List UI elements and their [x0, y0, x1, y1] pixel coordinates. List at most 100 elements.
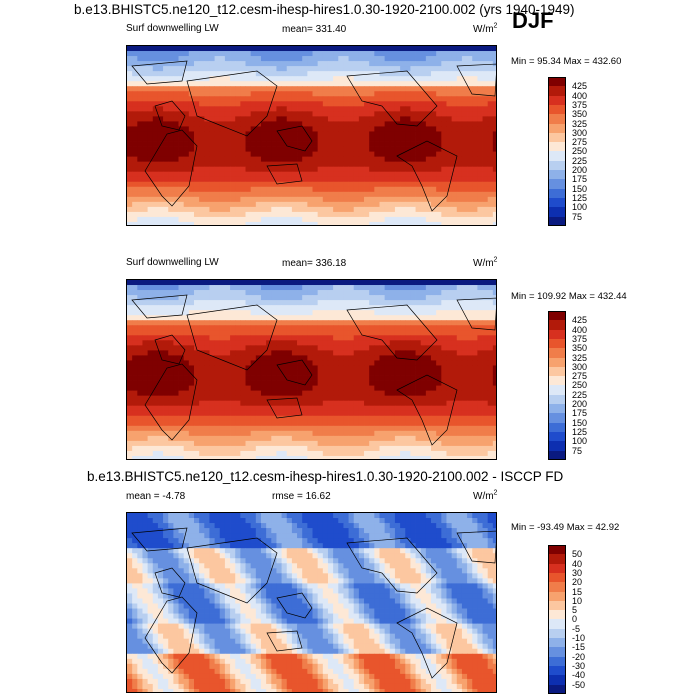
map-cell: [271, 46, 277, 52]
map-cell: [374, 211, 380, 218]
map-cell: [137, 126, 143, 132]
map-cell: [374, 305, 380, 311]
map-cell: [188, 206, 195, 213]
map-cell: [240, 151, 246, 158]
map-cell: [425, 71, 432, 77]
map-cell: [255, 81, 262, 87]
map-cell: [477, 206, 483, 213]
map-cell: [456, 206, 463, 213]
map-cell: [266, 425, 272, 432]
map-cell: [338, 440, 344, 447]
map-cell: [436, 280, 442, 286]
map-cell: [461, 146, 468, 152]
map-cell: [214, 385, 221, 392]
map-cell: [255, 310, 262, 316]
map-cell: [204, 400, 210, 407]
map-cell: [193, 295, 200, 301]
map-cell: [436, 196, 442, 203]
map-cell: [487, 71, 494, 77]
map-cell: [224, 360, 231, 366]
map-cell: [152, 320, 159, 326]
map-cell: [178, 305, 185, 311]
map-cell: [353, 340, 360, 346]
map-cell: [276, 96, 282, 102]
map-cell: [297, 176, 303, 183]
map-cell: [245, 116, 252, 122]
map-cell: [281, 81, 288, 87]
map-cell: [400, 410, 406, 417]
map-cell: [266, 106, 272, 112]
map-cell: [394, 300, 401, 306]
map-cell: [163, 285, 169, 291]
map-cell: [472, 191, 478, 198]
map-cell: [343, 375, 349, 381]
map-cell: [230, 345, 236, 351]
map-cell: [451, 340, 458, 346]
map-cell: [353, 315, 360, 321]
map-cell: [204, 335, 210, 341]
map-cell: [276, 390, 282, 397]
map-cell: [477, 196, 483, 203]
map-cell: [255, 400, 262, 407]
map-cell: [183, 370, 190, 376]
map-cell: [436, 181, 442, 188]
map-cell: [317, 420, 324, 427]
map-cell: [389, 151, 396, 158]
map-cell: [271, 191, 277, 198]
map-cell: [127, 66, 133, 72]
map-cell: [446, 91, 453, 97]
map-cell: [358, 315, 365, 321]
map-cell: [281, 51, 288, 57]
map-cell: [477, 131, 483, 137]
map-cell: [405, 365, 411, 371]
map-cell: [214, 201, 221, 208]
map-cell: [446, 325, 453, 331]
map-cell: [193, 360, 200, 366]
colorbar-tick-label: 275: [572, 137, 588, 148]
map-cell: [240, 385, 246, 392]
map-cell: [224, 350, 231, 356]
map-cell: [364, 51, 370, 57]
map-cell: [312, 191, 319, 198]
map-cell: [302, 46, 308, 52]
map-cell: [472, 121, 478, 127]
map-cell: [384, 56, 391, 62]
map-cell: [400, 86, 406, 92]
map-cell: [152, 76, 159, 82]
map-cell: [286, 71, 293, 77]
map-cell: [168, 111, 174, 117]
map-cell: [472, 201, 478, 208]
map-cell: [178, 151, 185, 158]
map-cell: [307, 86, 313, 92]
map-cell: [410, 101, 416, 107]
map-cell: [302, 66, 308, 72]
map-cell: [384, 221, 391, 225]
map-cell: [312, 285, 319, 291]
map-cell: [467, 211, 473, 218]
map-cell: [312, 166, 319, 173]
map-cell: [132, 176, 138, 183]
map-cell: [353, 141, 360, 147]
map-cell: [492, 405, 496, 412]
map-cell: [142, 330, 149, 336]
map-cell: [400, 96, 406, 102]
map-cell: [302, 370, 308, 376]
map-cell: [219, 335, 226, 341]
map-cell: [317, 91, 324, 97]
map-cell: [472, 161, 478, 168]
map-cell: [322, 425, 329, 432]
map-cell: [204, 295, 210, 301]
map-cell: [338, 161, 344, 168]
map-cell: [333, 375, 339, 381]
map-cell: [250, 280, 257, 286]
map-cell: [266, 216, 272, 223]
map-cell: [389, 146, 396, 152]
map-cell: [405, 425, 411, 432]
map-cell: [209, 116, 215, 122]
map-cell: [163, 136, 169, 142]
map-cell: [255, 305, 262, 311]
map-cell: [286, 181, 293, 188]
map-cell: [214, 141, 221, 147]
map-cell: [410, 141, 416, 147]
map-cell: [219, 136, 226, 142]
